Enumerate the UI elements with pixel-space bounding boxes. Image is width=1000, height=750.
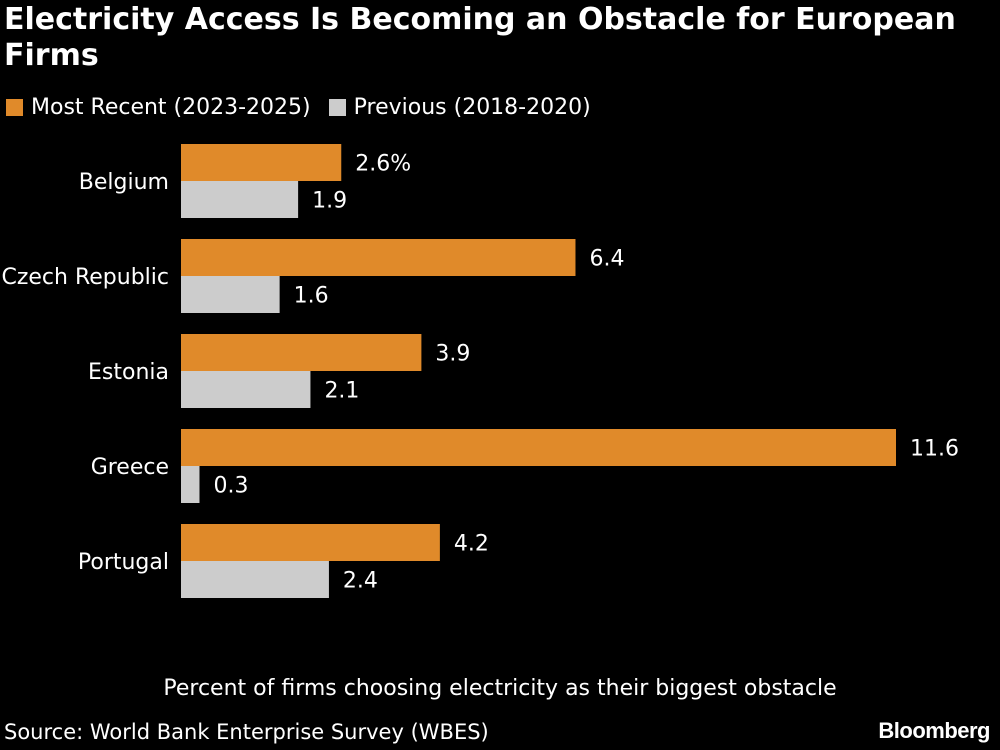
data-label-belgium-recent: 2.6%: [355, 152, 411, 177]
chart-title: Electricity Access Is Becoming an Obstac…: [4, 2, 956, 73]
bar-belgium-previous: [181, 181, 299, 218]
bar-estonia-recent: [181, 334, 422, 371]
axis-note: Percent of firms choosing electricity as…: [163, 676, 837, 701]
source-note: Source: World Bank Enterprise Survey (WB…: [4, 720, 489, 744]
data-label-czech-republic-recent: 6.4: [589, 247, 624, 272]
category-label-portugal: Portugal: [78, 550, 169, 575]
bar-greece-previous: [181, 466, 200, 503]
data-label-czech-republic-previous: 1.6: [294, 284, 329, 309]
data-label-portugal-previous: 2.4: [343, 569, 378, 594]
legend-label-previous: Previous (2018-2020): [353, 94, 591, 120]
bar-czech-republic-recent: [181, 239, 576, 276]
bar-portugal-previous: [181, 561, 329, 598]
data-label-greece-previous: 0.3: [213, 474, 248, 499]
bloomberg-logo: Bloomberg: [878, 718, 990, 743]
bar-portugal-recent: [181, 524, 440, 561]
bar-greece-recent: [181, 429, 896, 466]
data-label-portugal-recent: 4.2: [454, 532, 489, 557]
bar-estonia-previous: [181, 371, 311, 408]
bar-belgium-recent: [181, 144, 342, 181]
legend-item-previous: Previous (2018-2020): [328, 94, 591, 120]
data-label-estonia-recent: 3.9: [435, 342, 470, 367]
legend: Most Recent (2023-2025) Previous (2018-2…: [6, 92, 609, 122]
bar-czech-republic-previous: [181, 276, 280, 313]
legend-swatch-recent: [6, 98, 23, 116]
legend-swatch-previous: [328, 98, 346, 116]
legend-item-recent: Most Recent (2023-2025): [6, 95, 311, 120]
legend-label-recent: Most Recent (2023-2025): [31, 94, 311, 120]
category-label-belgium: Belgium: [79, 170, 169, 195]
category-label-czech-republic: Czech Republic: [1, 265, 169, 290]
category-label-estonia: Estonia: [88, 360, 169, 385]
data-label-belgium-previous: 1.9: [312, 189, 347, 214]
data-label-greece-recent: 11.6: [910, 437, 959, 462]
data-label-estonia-previous: 2.1: [324, 379, 359, 404]
category-label-greece: Greece: [91, 455, 169, 480]
